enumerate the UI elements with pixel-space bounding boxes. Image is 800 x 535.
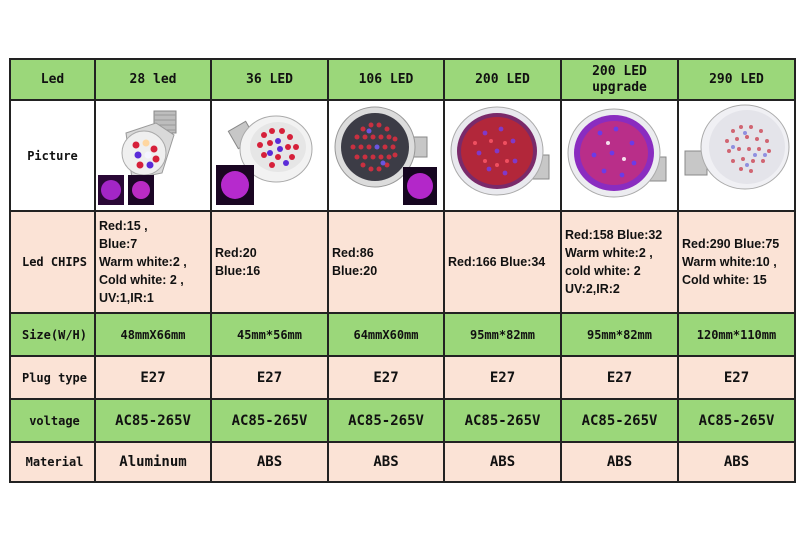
voltage-value: AC85-265V	[560, 398, 679, 443]
voltage-value: AC85-265V	[94, 398, 212, 443]
bulb-200-led-upgrade-image	[560, 99, 679, 212]
header-106-led: 106 LED	[327, 58, 445, 101]
header-row: Led 28 led 36 LED 106 LED 200 LED 200 LE…	[9, 58, 796, 101]
header-200-led: 200 LED	[443, 58, 562, 101]
header-200-led-upgrade: 200 LED upgrade	[560, 58, 679, 101]
size-value: 95mm*82mm	[560, 312, 679, 357]
picture-row: Picture	[9, 99, 796, 212]
bulb-106-led-image	[327, 99, 445, 212]
chip-line: Red:15 ,	[99, 219, 148, 233]
chip-line: Blue:20	[332, 264, 378, 278]
spec-table: Led 28 led 36 LED 106 LED 200 LED 200 LE…	[9, 58, 796, 483]
voltage-row: voltage AC85-265V AC85-265V AC85-265V AC…	[9, 398, 796, 443]
size-label: Size(W/H)	[9, 312, 96, 357]
size-value: 48mmX66mm	[94, 312, 212, 357]
picture-label: Picture	[9, 99, 96, 212]
plug-value: E27	[327, 355, 445, 400]
chip-line: Red:86	[332, 246, 374, 260]
bulb-200-led-image	[443, 99, 562, 212]
chips-label: Led CHIPS	[9, 210, 96, 314]
header-36-led: 36 LED	[210, 58, 329, 101]
material-value: ABS	[677, 441, 796, 483]
chip-line: Blue:16	[215, 264, 261, 278]
plug-value: E27	[560, 355, 679, 400]
size-value: 64mmX60mm	[327, 312, 445, 357]
size-value: 45mm*56mm	[210, 312, 329, 357]
material-value: ABS	[560, 441, 679, 483]
voltage-value: AC85-265V	[443, 398, 562, 443]
chips-290-led: Red:290 Blue:75 Warm white:10 , Cold whi…	[677, 210, 796, 314]
material-value: ABS	[210, 441, 329, 483]
material-value: Aluminum	[94, 441, 212, 483]
voltage-value: AC85-265V	[677, 398, 796, 443]
chips-200-led: Red:166 Blue:34	[443, 210, 562, 314]
chip-line: Warm white:2 ,	[565, 246, 653, 260]
chips-28-led: Red:15 , Blue:7 Warm white:2 , Cold whit…	[94, 210, 212, 314]
voltage-label: voltage	[9, 398, 96, 443]
chip-line: UV:1,IR:1	[99, 291, 154, 305]
plug-value: E27	[94, 355, 212, 400]
header-290-led: 290 LED	[677, 58, 796, 101]
chips-row: Led CHIPS Red:15 , Blue:7 Warm white:2 ,…	[9, 210, 796, 314]
chips-36-led: Red:20 Blue:16	[210, 210, 329, 314]
bulb-28-led-image	[94, 99, 212, 212]
material-value: ABS	[443, 441, 562, 483]
chip-line: UV:2,IR:2	[565, 282, 620, 296]
chips-200-led-upgrade: Red:158 Blue:32 Warm white:2 , cold whit…	[560, 210, 679, 314]
voltage-value: AC85-265V	[327, 398, 445, 443]
plug-label: Plug type	[9, 355, 96, 400]
plug-value: E27	[677, 355, 796, 400]
chip-line: Red:290 Blue:75	[682, 237, 780, 251]
chip-line: Red:20	[215, 246, 257, 260]
chip-line: Red:166 Blue:34	[448, 255, 546, 269]
plug-row: Plug type E27 E27 E27 E27 E27 E27	[9, 355, 796, 400]
chip-line: Cold white: 2 ,	[99, 273, 184, 287]
chips-106-led: Red:86 Blue:20	[327, 210, 445, 314]
bulb-290-led-image	[677, 99, 796, 212]
header-label: Led	[9, 58, 96, 101]
voltage-value: AC85-265V	[210, 398, 329, 443]
bulb-36-led-image	[210, 99, 329, 212]
header-28-led: 28 led	[94, 58, 212, 101]
size-row: Size(W/H) 48mmX66mm 45mm*56mm 64mmX60mm …	[9, 312, 796, 357]
chip-line: Warm white:10 ,	[682, 255, 777, 269]
plug-value: E27	[443, 355, 562, 400]
size-value: 95mm*82mm	[443, 312, 562, 357]
chip-line: Red:158 Blue:32	[565, 228, 663, 242]
chip-line: Warm white:2 ,	[99, 255, 187, 269]
chip-line: Cold white: 15	[682, 273, 767, 287]
chip-line: Blue:7	[99, 237, 138, 251]
material-row: Material Aluminum ABS ABS ABS ABS ABS	[9, 441, 796, 483]
plug-value: E27	[210, 355, 329, 400]
size-value: 120mm*110mm	[677, 312, 796, 357]
material-value: ABS	[327, 441, 445, 483]
material-label: Material	[9, 441, 96, 483]
chip-line: cold white: 2	[565, 264, 641, 278]
